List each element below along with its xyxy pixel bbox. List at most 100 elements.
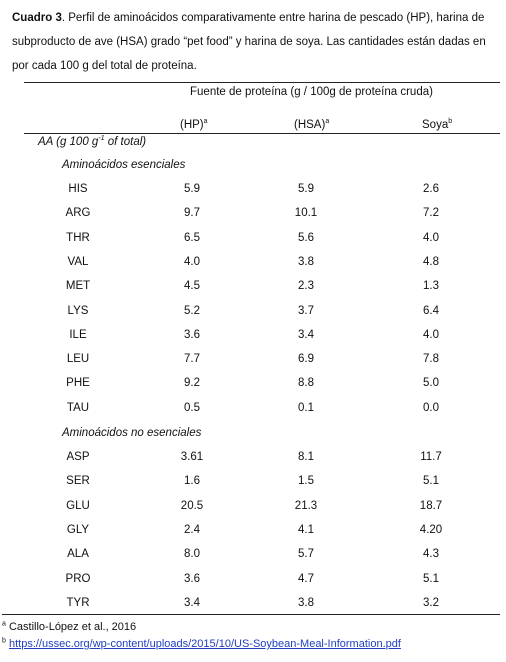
cell-hsa: 3.8 [298,255,314,268]
cell-soya: 5.1 [423,572,439,585]
section-title-nonessential: Aminoácidos no esenciales [62,427,202,439]
cell-soya: 4.0 [423,231,439,244]
cell-soya: 4.0 [423,328,439,341]
footnote-link[interactable]: https://ussec.org/wp-content/uploads/201… [8,638,401,650]
table-row: SER 1.6 1.5 5.1 [0,475,506,495]
cell-amino-acid: ALA [67,548,89,561]
footnote-b: b https://ussec.org/wp-content/uploads/2… [2,637,401,650]
table-row: PRO 3.6 4.7 5.1 [0,573,506,593]
cell-amino-acid: PHE [66,377,90,390]
cell-amino-acid: PRO [65,572,91,585]
cell-soya: 2.6 [423,183,439,195]
cell-hp: 4.5 [184,280,200,293]
cell-hp: 5.9 [184,183,200,195]
table-row: ILE 3.6 3.4 4.0 [0,329,506,349]
table-top-rule [24,82,500,83]
table-row: TAU 0.5 0.1 0.0 [0,402,506,422]
cell-hsa: 6.9 [298,353,314,366]
table-row: LEU 7.7 6.9 7.8 [0,353,506,373]
column-header-hsa: (HSA)a [294,118,330,131]
table-row: PHE 9.2 8.8 5.0 [0,377,506,397]
cell-soya: 4.20 [419,523,443,536]
cell-soya: 18.7 [419,499,443,512]
cell-amino-acid: TAU [66,401,90,414]
section-title-essential: Aminoácidos esenciales [62,159,186,171]
group-header: Fuente de proteína (g / 100g de proteína… [190,86,433,98]
cell-hp: 3.6 [184,328,200,341]
row-header: AA (g 100 g-1 of total) [38,135,147,148]
cell-hp: 5.2 [184,304,200,317]
cell-hp: 2.4 [184,523,200,536]
cell-hsa: 3.8 [298,596,314,609]
cell-hsa: 8.1 [298,451,314,463]
cell-soya: 4.3 [423,548,439,561]
table-row: ARG 9.7 10.1 7.2 [0,207,506,227]
cell-hp: 3.61 [180,451,204,463]
header-rule [24,133,500,134]
table-row: GLU 20.5 21.3 18.7 [0,500,506,520]
cell-hsa: 5.6 [298,231,314,244]
table-row: THR 6.5 5.6 4.0 [0,232,506,252]
cell-soya: 1.3 [423,280,439,293]
table-row: VAL 4.0 3.8 4.8 [0,256,506,276]
cell-hsa: 3.4 [298,328,314,341]
cell-hsa: 4.1 [298,523,314,536]
cell-soya: 4.8 [423,255,439,268]
table-row: HIS 5.9 5.9 2.6 [0,183,506,203]
cell-hsa: 21.3 [294,499,318,512]
table-row: GLY 2.4 4.1 4.20 [0,524,506,544]
cell-hp: 9.7 [184,207,200,220]
cell-hsa: 2.3 [298,280,314,293]
cell-soya: 6.4 [423,304,439,317]
cell-hp: 1.6 [184,475,200,488]
cell-hp: 20.5 [180,499,204,512]
cell-soya: 7.2 [423,207,439,220]
table-row: ALA 8.0 5.7 4.3 [0,548,506,568]
column-header-soya: Soyab [422,118,453,131]
cell-soya: 5.1 [423,475,439,488]
table-caption: Cuadro 3. Perfil de aminoácidos comparat… [12,6,506,78]
caption-label: Cuadro 3 [12,12,62,24]
cell-soya: 7.8 [423,353,439,366]
table-row: TYR 3.4 3.8 3.2 [0,597,506,617]
cell-hsa: 3.7 [298,304,314,317]
cell-amino-acid: VAL [67,255,89,268]
cell-hp: 0.5 [184,401,200,414]
footnote-a: a Castillo-López et al., 2016 [2,620,137,633]
cell-hp: 7.7 [184,353,200,366]
cell-soya: 0.0 [423,401,439,414]
table-bottom-rule [2,614,500,615]
cell-amino-acid: GLY [66,523,90,536]
cell-amino-acid: LEU [66,353,90,366]
table-row: LYS 5.2 3.7 6.4 [0,305,506,325]
cell-amino-acid: TYR [66,596,90,609]
cell-hsa: 0.1 [298,401,314,414]
cell-hsa: 1.5 [298,475,314,488]
column-header-hp: (HP)a [180,118,208,131]
cell-soya: 3.2 [423,596,439,609]
cell-amino-acid: LYS [67,304,89,317]
table-row: ASP 3.61 8.1 11.7 [0,451,506,471]
caption-line-1: Cuadro 3. Perfil de aminoácidos comparat… [12,12,485,24]
cell-hp: 9.2 [184,377,200,390]
cell-amino-acid: THR [66,231,90,244]
cell-hsa: 4.7 [298,572,314,585]
caption-line-2: subproducto de ave (HSA) grado “pet food… [12,36,486,48]
cell-soya: 11.7 [420,451,442,463]
cell-amino-acid: SER [66,475,90,488]
cell-hsa: 5.7 [298,548,314,561]
cell-amino-acid: ASP [66,451,90,463]
cell-amino-acid: HIS [68,183,88,195]
cell-amino-acid: GLU [66,499,90,512]
cell-hp: 3.4 [184,596,200,609]
cell-amino-acid: MET [65,280,91,293]
cell-amino-acid: ARG [65,207,91,220]
cell-hsa: 10.1 [294,207,318,220]
cell-hp: 4.0 [184,255,200,268]
cell-hp: 3.6 [184,572,200,585]
cell-hsa: 8.8 [298,377,314,390]
cell-amino-acid: ILE [69,328,87,341]
cell-soya: 5.0 [423,377,439,390]
caption-line-3: por cada 100 g del total de proteína. [12,60,197,72]
cell-hsa: 5.9 [298,183,314,195]
